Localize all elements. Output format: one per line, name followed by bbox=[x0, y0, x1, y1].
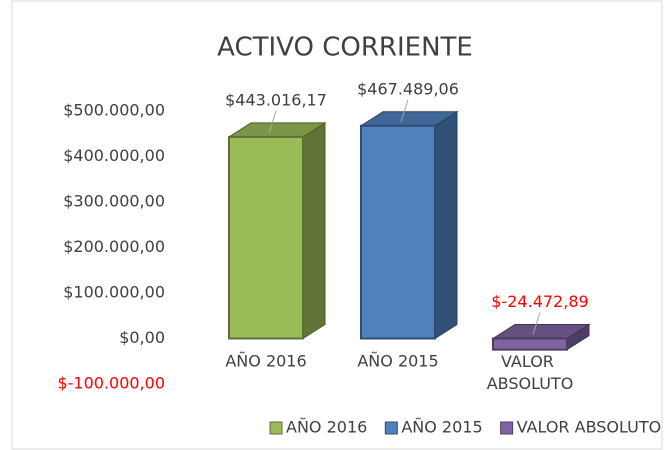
x-tick-label-line: ABSOLUTO bbox=[487, 374, 574, 393]
y-tick-label: $400.000,00 bbox=[63, 146, 165, 165]
bar bbox=[492, 337, 568, 351]
label-leader bbox=[532, 312, 541, 335]
y-tick-label: $300.000,00 bbox=[63, 192, 165, 211]
chart-title: ACTIVO CORRIENTE bbox=[217, 33, 473, 63]
x-tick-label: AÑO 2015 bbox=[357, 352, 438, 371]
data-label: $467.489,06 bbox=[357, 79, 459, 98]
bar bbox=[228, 135, 304, 340]
x-tick-label: AÑO 2016 bbox=[225, 352, 306, 371]
label-leader bbox=[268, 110, 277, 134]
label-leader bbox=[400, 99, 409, 122]
y-tick-label: $-100.000,00 bbox=[57, 374, 165, 393]
y-tick-label: $500.000,00 bbox=[63, 101, 165, 120]
chart-border bbox=[11, 0, 663, 450]
legend-label: VALOR ABSOLUTO bbox=[517, 418, 662, 437]
y-tick-label: $200.000,00 bbox=[63, 237, 165, 256]
legend-swatch bbox=[384, 421, 398, 435]
bar bbox=[360, 124, 436, 340]
bar-side bbox=[302, 122, 326, 340]
y-tick-label: $0,00 bbox=[119, 328, 165, 347]
x-tick-label-line: VALOR bbox=[501, 352, 559, 371]
legend-label: AÑO 2016 bbox=[286, 418, 367, 437]
x-tick-label: VALOR ABSOLUTO bbox=[487, 352, 574, 393]
legend-swatch bbox=[269, 421, 283, 435]
bar-side bbox=[434, 110, 458, 340]
data-label: $-24.472,89 bbox=[491, 292, 588, 311]
legend-swatch bbox=[500, 421, 514, 435]
legend-label: AÑO 2015 bbox=[401, 418, 482, 437]
data-label: $443.016,17 bbox=[225, 90, 327, 109]
y-tick-label: $100.000,00 bbox=[63, 283, 165, 302]
